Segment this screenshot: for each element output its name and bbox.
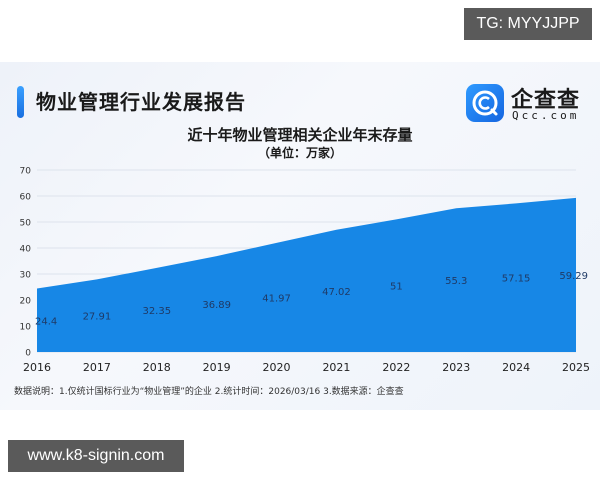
- x-tick-label: 2019: [203, 361, 231, 374]
- chart-title: 近十年物业管理相关企业年末存量: [187, 126, 413, 144]
- value-label: 41.97: [262, 293, 291, 304]
- x-tick-label: 2016: [23, 361, 51, 374]
- x-tick-label: 2022: [382, 361, 410, 374]
- y-tick-label: 30: [20, 271, 32, 281]
- x-tick-label: 2021: [322, 361, 350, 374]
- value-label: 55.3: [445, 276, 467, 287]
- area-series: [37, 197, 576, 352]
- y-tick-label: 10: [20, 323, 32, 333]
- value-label: 57.15: [502, 274, 531, 285]
- title-accent-bar: [17, 86, 24, 118]
- logo-text-cn: 企查查: [511, 88, 581, 113]
- value-label: 32.35: [142, 306, 171, 317]
- y-tick-label: 50: [20, 219, 32, 229]
- x-tick-label: 2025: [562, 361, 590, 374]
- x-tick-label: 2024: [502, 361, 530, 374]
- y-tick-label: 70: [20, 167, 32, 177]
- chart-subtitle: （单位：万家）: [257, 146, 342, 160]
- y-tick-label: 0: [25, 349, 31, 359]
- logo-text-en: Qcc.com: [512, 109, 580, 122]
- watermark-bottom: www.k8-signin.com: [8, 440, 184, 472]
- report-title: 物业管理行业发展报告: [36, 90, 246, 114]
- value-label: 59.29: [559, 271, 588, 282]
- data-note: 数据说明：1.仅统计国标行业为“物业管理”的企业 2.统计时间：2026/03/…: [14, 387, 404, 397]
- y-tick-label: 60: [20, 193, 32, 203]
- value-label: 36.89: [202, 300, 231, 311]
- x-tick-label: 2020: [263, 361, 291, 374]
- y-tick-label: 20: [20, 297, 32, 307]
- value-label: 47.02: [322, 287, 351, 298]
- qcc-logo-icon: [466, 84, 504, 122]
- y-tick-label: 40: [20, 245, 32, 255]
- x-tick-label: 2018: [143, 361, 171, 374]
- watermark-top: TG: MYYJJPP: [464, 8, 592, 40]
- value-label: 51: [390, 282, 403, 293]
- x-tick-label: 2017: [83, 361, 111, 374]
- x-tick-label: 2023: [442, 361, 470, 374]
- value-label: 27.91: [83, 312, 112, 323]
- value-label: 24.4: [35, 316, 57, 327]
